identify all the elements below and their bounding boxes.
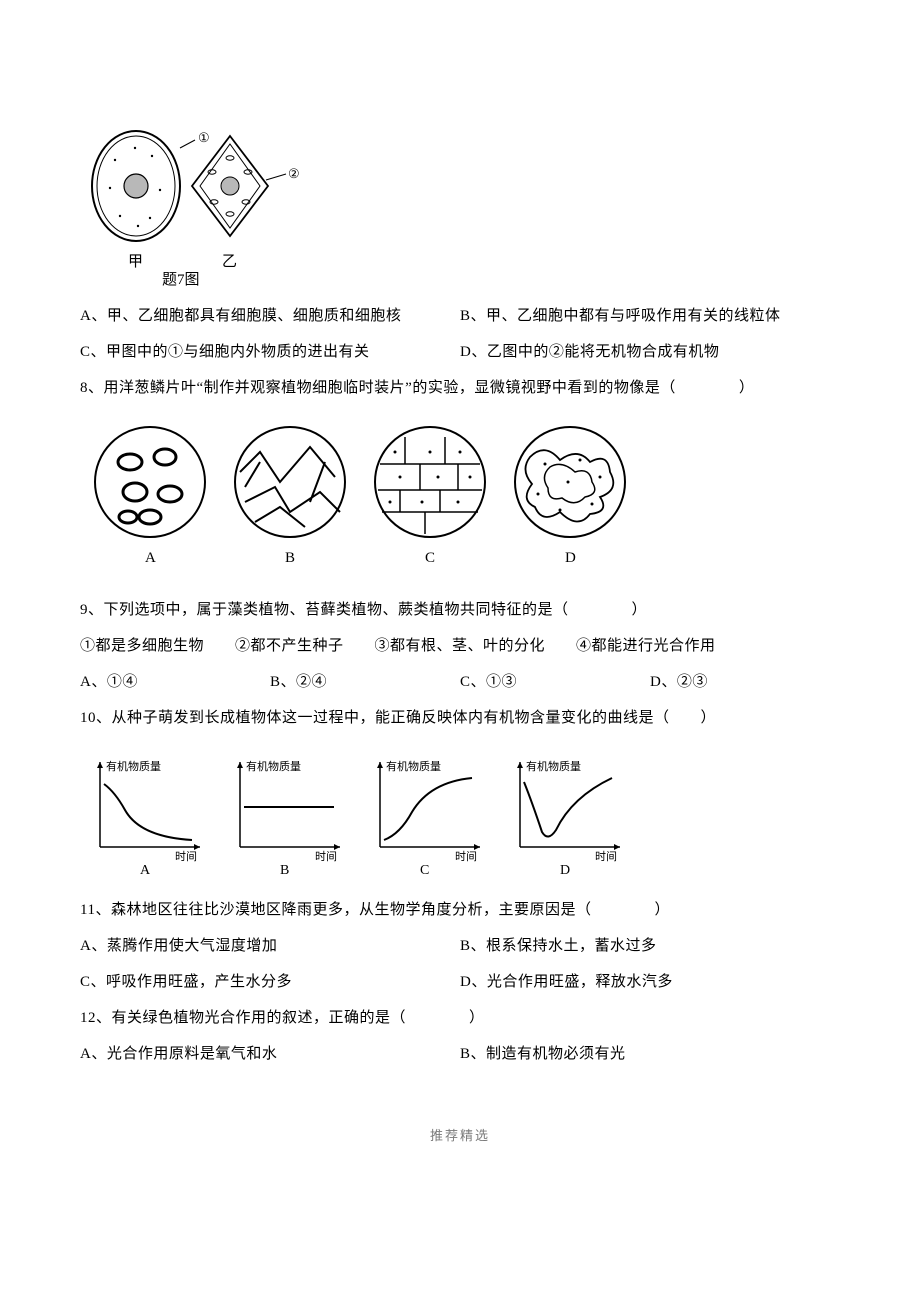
q10-xlabel-d: 时间	[595, 850, 617, 863]
q12-opt-a: A、光合作用原料是氧气和水	[80, 1042, 460, 1066]
fig7-label-right: 乙	[222, 254, 237, 270]
q9-opt-c: C、①③	[460, 670, 650, 694]
q11-stem: 11、森林地区往往比沙漠地区降雨更多，从生物学角度分析，主要原因是（ ）	[80, 898, 840, 922]
q11-opt-d: D、光合作用旺盛，释放水汽多	[460, 970, 840, 994]
q7-opt-d: D、乙图中的②能将无机物合成有机物	[460, 340, 840, 364]
q7-options-row-1: A、甲、乙细胞都具有细胞膜、细胞质和细胞核 B、甲、乙细胞中都有与呼吸作用有关的…	[80, 304, 840, 328]
marker-2: ②	[288, 166, 300, 181]
q11-opt-b: B、根系保持水土，蓄水过多	[460, 934, 840, 958]
q8-label-a: A	[145, 550, 156, 566]
q10-label-a: A	[140, 863, 151, 878]
q8-stem-text: 8、用洋葱鳞片叶“制作并观察植物细胞临时装片”的实验，显微镜视野中看到的物像是（	[80, 380, 676, 396]
q11-opt-c: C、呼吸作用旺盛，产生水分多	[80, 970, 460, 994]
q11-options-row-2: C、呼吸作用旺盛，产生水分多 D、光合作用旺盛，释放水汽多	[80, 970, 840, 994]
q11-opt-a: A、蒸腾作用使大气湿度增加	[80, 934, 460, 958]
q10-xlabel-a: 时间	[175, 850, 197, 863]
fig7-caption: 题7图	[162, 271, 200, 288]
q11-stem-text: 11、森林地区往往比沙漠地区降雨更多，从生物学角度分析，主要原因是（	[80, 902, 591, 918]
q11-options-row-1: A、蒸腾作用使大气湿度增加 B、根系保持水土，蓄水过多	[80, 934, 840, 958]
q9-options: A、①④ B、②④ C、①③ D、②③	[80, 670, 840, 694]
q8-label-d: D	[565, 550, 576, 566]
q7-options-row-2: C、甲图中的①与细胞内外物质的进出有关 D、乙图中的②能将无机物合成有机物	[80, 340, 840, 364]
q9-items: ①都是多细胞生物 ②都不产生种子 ③都有根、茎、叶的分化 ④都能进行光合作用	[80, 634, 840, 658]
q7-opt-a: A、甲、乙细胞都具有细胞膜、细胞质和细胞核	[80, 304, 460, 328]
page-footer: 推荐精选	[80, 1126, 840, 1147]
q9-paren-close: ）	[632, 602, 648, 618]
q9-opt-a: A、①④	[80, 670, 270, 694]
marker-1: ①	[198, 130, 210, 145]
q12-options-row-1: A、光合作用原料是氧气和水 B、制造有机物必须有光	[80, 1042, 840, 1066]
q12-stem-text: 12、有关绿色植物光合作用的叙述，正确的是（	[80, 1010, 406, 1026]
fig7-label-left: 甲	[128, 254, 143, 270]
q9-stem: 9、下列选项中，属于藻类植物、苔藓类植物、蕨类植物共同特征的是（ ）	[80, 598, 840, 622]
q10-label-b: B	[280, 863, 289, 878]
q12-stem: 12、有关绿色植物光合作用的叙述，正确的是（ ）	[80, 1006, 840, 1030]
q10-ylabel-d: 有机物质量	[526, 759, 581, 773]
q8-stem: 8、用洋葱鳞片叶“制作并观察植物细胞临时装片”的实验，显微镜视野中看到的物像是（…	[80, 376, 840, 400]
q10-ylabel-a: 有机物质量	[106, 759, 161, 773]
q8-paren-close: ）	[739, 380, 755, 396]
q11-paren-close: ）	[654, 902, 670, 918]
q8-label-c: C	[425, 550, 435, 566]
q10-label-c: C	[420, 863, 429, 878]
q10-xlabel-b: 时间	[315, 850, 337, 863]
q10-stem: 10、从种子萌发到长成植物体这一过程中，能正确反映体内有机物含量变化的曲线是（ …	[80, 706, 840, 730]
q7-opt-c: C、甲图中的①与细胞内外物质的进出有关	[80, 340, 460, 364]
q7-figure: ① ② 甲 乙 题7图	[80, 118, 840, 288]
q8-label-b: B	[285, 550, 295, 566]
q9-opt-d: D、②③	[650, 670, 840, 694]
q10-xlabel-c: 时间	[455, 850, 477, 863]
q10-figure: 有机物质量 时间 A 有机物质量 时间 B 有机物质量 时间 C	[80, 742, 840, 882]
q9-opt-b: B、②④	[270, 670, 460, 694]
q10-label-d: D	[560, 863, 570, 878]
q7-opt-b: B、甲、乙细胞中都有与呼吸作用有关的线粒体	[460, 304, 840, 328]
q12-opt-b: B、制造有机物必须有光	[460, 1042, 840, 1066]
q8-figure: A B C D	[80, 412, 840, 582]
q12-paren-close: ）	[469, 1010, 485, 1026]
q9-stem-text: 9、下列选项中，属于藻类植物、苔藓类植物、蕨类植物共同特征的是（	[80, 602, 569, 618]
q10-ylabel-b: 有机物质量	[246, 759, 301, 773]
q10-ylabel-c: 有机物质量	[386, 759, 441, 773]
